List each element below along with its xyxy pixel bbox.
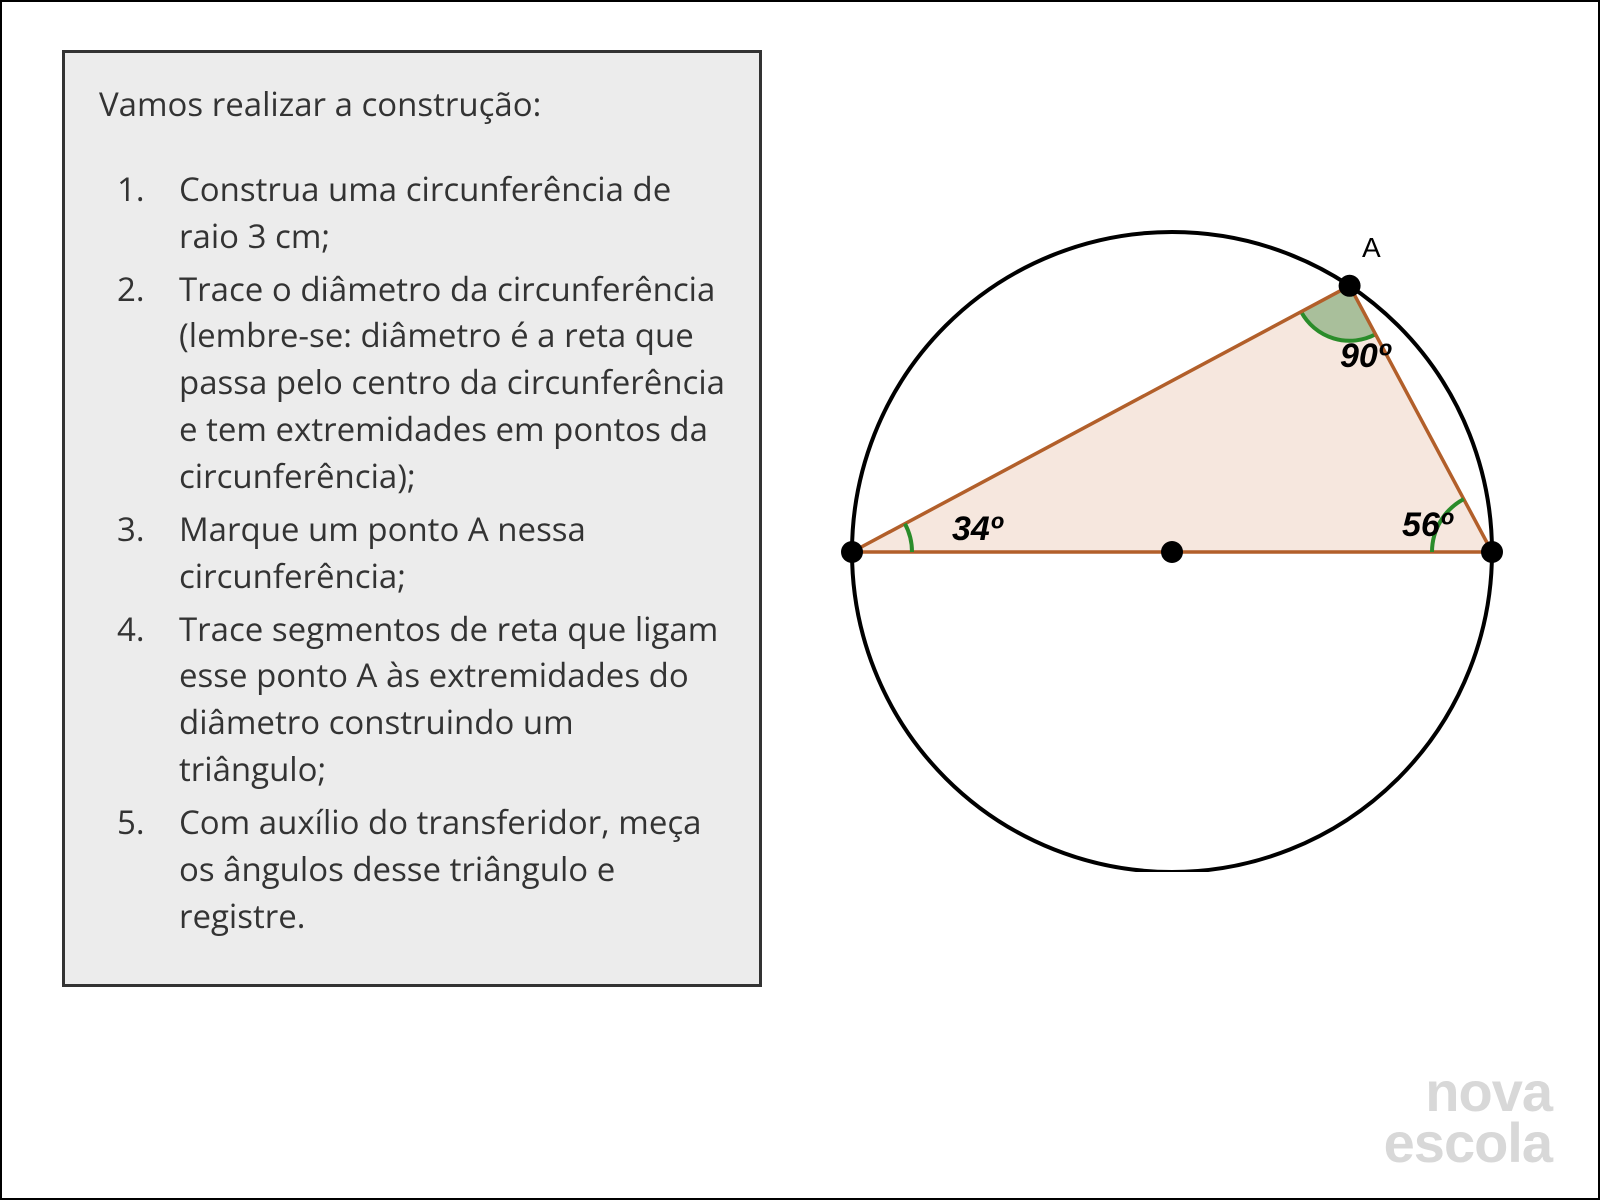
instruction-title: Vamos realizar a construção: bbox=[99, 83, 725, 126]
page: Vamos realizar a construção: Construa um… bbox=[0, 0, 1600, 1200]
list-item: Marque um ponto A nessa circunferência; bbox=[99, 506, 725, 600]
svg-text:90º: 90º bbox=[1340, 337, 1392, 375]
svg-text:56º: 56º bbox=[1402, 506, 1454, 544]
watermark-logo: nova escola bbox=[1384, 1067, 1552, 1168]
watermark-line2: escola bbox=[1384, 1118, 1552, 1168]
svg-text:A: A bbox=[1362, 232, 1381, 263]
list-item: Com auxílio do transferidor, meça os âng… bbox=[99, 799, 725, 940]
geometry-svg: A 34º 90º 56º bbox=[802, 132, 1542, 872]
svg-text:34º: 34º bbox=[952, 510, 1004, 548]
list-item: Trace segmentos de reta que ligam esse p… bbox=[99, 606, 725, 793]
instruction-box: Vamos realizar a construção: Construa um… bbox=[62, 50, 762, 987]
circle-triangle-diagram: A 34º 90º 56º bbox=[802, 132, 1542, 872]
instruction-list: Construa uma circunferência de raio 3 cm… bbox=[99, 166, 725, 940]
list-item: Trace o diâmetro da circunferência (lemb… bbox=[99, 266, 725, 500]
list-item: Construa uma circunferência de raio 3 cm… bbox=[99, 166, 725, 260]
